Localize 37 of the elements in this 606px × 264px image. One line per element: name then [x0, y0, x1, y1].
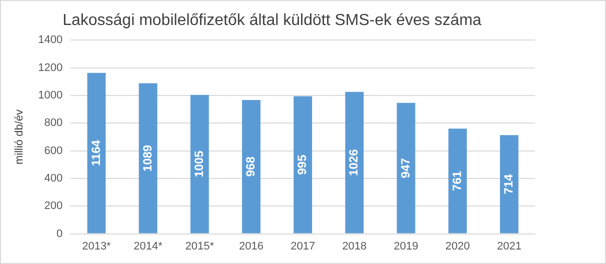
data-label: 1005: [192, 150, 206, 178]
y-tick-label: 1200: [38, 62, 63, 74]
x-tick-label: 2020: [445, 240, 470, 252]
chart-title: Lakossági mobilelőfizetők által küldött SMS-ek éves száma: [62, 12, 482, 30]
data-label: 995: [295, 154, 310, 175]
bar: [396, 102, 416, 234]
y-tick-label: 200: [44, 200, 63, 212]
bar: [138, 83, 158, 234]
bar: [190, 94, 209, 234]
bar: [242, 100, 260, 234]
y-axis-title: millió db/év: [14, 108, 26, 165]
data-label: 968: [244, 156, 258, 177]
data-label: 761: [450, 170, 464, 191]
data-label: 947: [398, 158, 412, 178]
x-tick-label: 2013*: [82, 240, 112, 252]
y-tick-label: 1000: [38, 90, 63, 102]
x-tick-label: 2015*: [185, 240, 215, 252]
x-tick-label: 2021: [496, 240, 522, 252]
y-tick-label: 800: [44, 117, 63, 130]
data-label: 714: [502, 174, 516, 194]
bar: [500, 135, 518, 234]
x-tick-label: 2016: [239, 240, 264, 252]
y-tick-label: 600: [44, 144, 63, 157]
x-tick-label: 2018: [342, 240, 367, 252]
x-tick-label: 2019: [394, 240, 418, 252]
bar: [448, 128, 467, 234]
data-label: 1026: [346, 148, 361, 176]
x-tick-label: 2014*: [134, 240, 164, 252]
bar: [294, 96, 312, 234]
y-tick-label: 1400: [38, 34, 63, 46]
data-label: 1089: [140, 144, 154, 172]
y-tick-label: 0: [56, 228, 63, 240]
bar: [87, 72, 106, 234]
y-tick-label: 400: [44, 172, 63, 185]
data-label: 1164: [88, 140, 103, 166]
x-tick-label: 2017: [290, 240, 316, 252]
bar: [345, 92, 364, 234]
